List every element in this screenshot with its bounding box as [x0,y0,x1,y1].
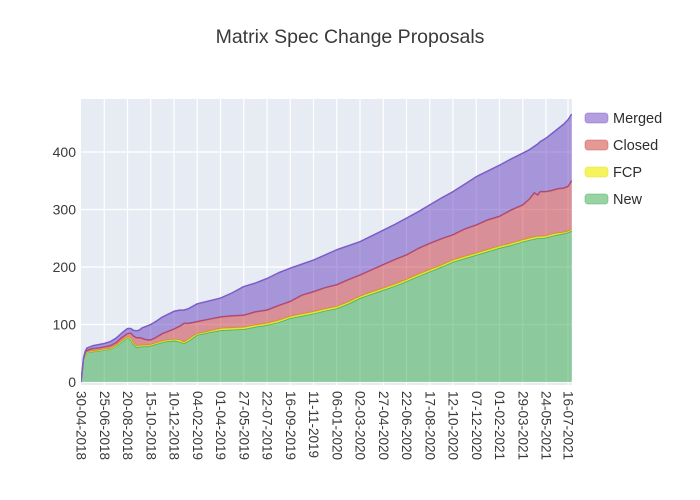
x-tick-label: 04-02-2019 [190,391,205,460]
legend-swatch-merged[interactable] [584,112,609,124]
y-tick-label: 200 [53,259,77,275]
x-tick-label: 30-04-2018 [74,391,89,460]
x-tick-label: 27-05-2019 [236,391,251,460]
legend-label-new[interactable]: New [613,192,643,208]
legend: Merged Closed FCP New [584,111,662,208]
x-tick-label: 10-12-2018 [167,391,182,460]
x-axis: 30-04-2018 25-06-2018 20-08-2018 15-10-2018… [74,391,576,460]
area-new[interactable] [81,230,572,382]
x-tick-label: 16-09-2019 [283,391,298,460]
x-tick-label: 12-10-2020 [446,391,461,460]
x-tick-label: 01-02-2021 [492,391,507,460]
x-tick-label: 16-07-2021 [561,391,576,460]
x-tick-label: 02-03-2020 [353,391,368,460]
area-merged[interactable] [81,114,572,383]
legend-swatch-new[interactable] [584,193,609,205]
y-tick-label: 0 [68,374,76,390]
chart-title: Matrix Spec Change Proposals [216,26,485,48]
x-tick-label: 07-12-2020 [469,391,484,460]
stacked-areas [81,113,572,383]
legend-swatch-closed[interactable] [584,139,609,151]
x-tick-label: 27-04-2020 [376,391,391,460]
legend-item-merged[interactable]: Merged [584,111,662,127]
x-tick-label: 22-06-2020 [399,391,414,460]
x-tick-label: 20-08-2018 [120,391,135,460]
x-tick-label: 17-08-2020 [422,391,437,460]
legend-label-merged[interactable]: Merged [613,111,662,127]
y-tick-label: 300 [53,201,77,217]
area-closed[interactable] [81,180,572,382]
x-tick-label: 01-04-2019 [213,391,228,460]
y-axis: 0 100 200 300 400 [53,144,77,390]
legend-label-fcp[interactable]: FCP [613,165,642,181]
legend-item-fcp[interactable]: FCP [584,165,642,181]
legend-label-closed[interactable]: Closed [613,138,658,154]
x-tick-label: 06-01-2020 [329,391,344,460]
y-tick-label: 400 [53,144,77,160]
line-merged[interactable] [81,113,572,383]
legend-item-new[interactable]: New [584,192,643,208]
legend-swatch-fcp[interactable] [584,166,609,178]
x-tick-label: 22-07-2019 [260,391,275,460]
x-tick-label: 25-06-2018 [97,391,112,460]
x-tick-label: 24-05-2021 [539,391,554,460]
y-tick-label: 100 [53,316,77,332]
legend-item-closed[interactable]: Closed [584,138,658,154]
x-tick-label: 15-10-2018 [143,391,158,460]
x-tick-label: 29-03-2021 [515,391,530,460]
x-tick-label: 11-11-2019 [306,391,321,458]
